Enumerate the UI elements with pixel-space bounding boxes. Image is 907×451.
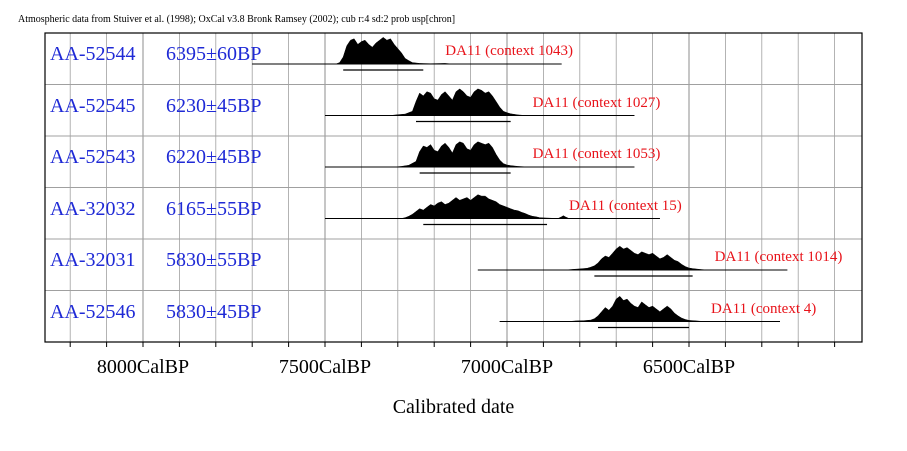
- sample-lab-code: AA-32032: [50, 197, 136, 220]
- x-tick-label: 7500CalBP: [278, 356, 372, 378]
- sample-age: 6165±55BP: [166, 197, 262, 220]
- probability-distribution: [325, 141, 635, 168]
- context-label: DA11 (context 1014): [714, 249, 843, 265]
- sample-lab-code: AA-52543: [50, 146, 136, 168]
- sample-age: 5830±55BP: [166, 249, 262, 271]
- sample-age: 6220±45BP: [166, 146, 262, 168]
- sample-age: 6230±45BP: [166, 94, 262, 117]
- probability-distribution: [477, 245, 788, 271]
- probability-distribution: [325, 88, 635, 116]
- sample-lab-code: AA-52546: [50, 300, 136, 323]
- sample-lab-code: AA-32031: [50, 249, 136, 271]
- context-label: DA11 (context 1027): [532, 94, 661, 111]
- context-label: DA11 (context 4): [711, 300, 817, 317]
- chart-caption: Atmospheric data from Stuiver et al. (19…: [18, 14, 456, 25]
- x-tick-label: 7000CalBP: [460, 356, 554, 378]
- sample-lab-code: AA-52545: [50, 94, 136, 117]
- sample-age: 6395±60BP: [166, 43, 262, 65]
- x-axis-title: Calibrated date: [392, 396, 515, 418]
- context-label: DA11 (context 1043): [445, 43, 574, 59]
- context-label: DA11 (context 1053): [532, 146, 661, 162]
- sample-age: 5830±45BP: [166, 300, 262, 323]
- context-label: DA11 (context 15): [569, 197, 682, 214]
- probability-distribution: [499, 295, 780, 322]
- plot-frame: [44, 32, 863, 343]
- probability-distribution: [325, 194, 660, 219]
- probability-distribution: [252, 37, 562, 65]
- x-tick-label: 8000CalBP: [96, 356, 190, 378]
- x-tick-label: 6500CalBP: [642, 356, 736, 378]
- sample-lab-code: AA-52544: [50, 43, 136, 65]
